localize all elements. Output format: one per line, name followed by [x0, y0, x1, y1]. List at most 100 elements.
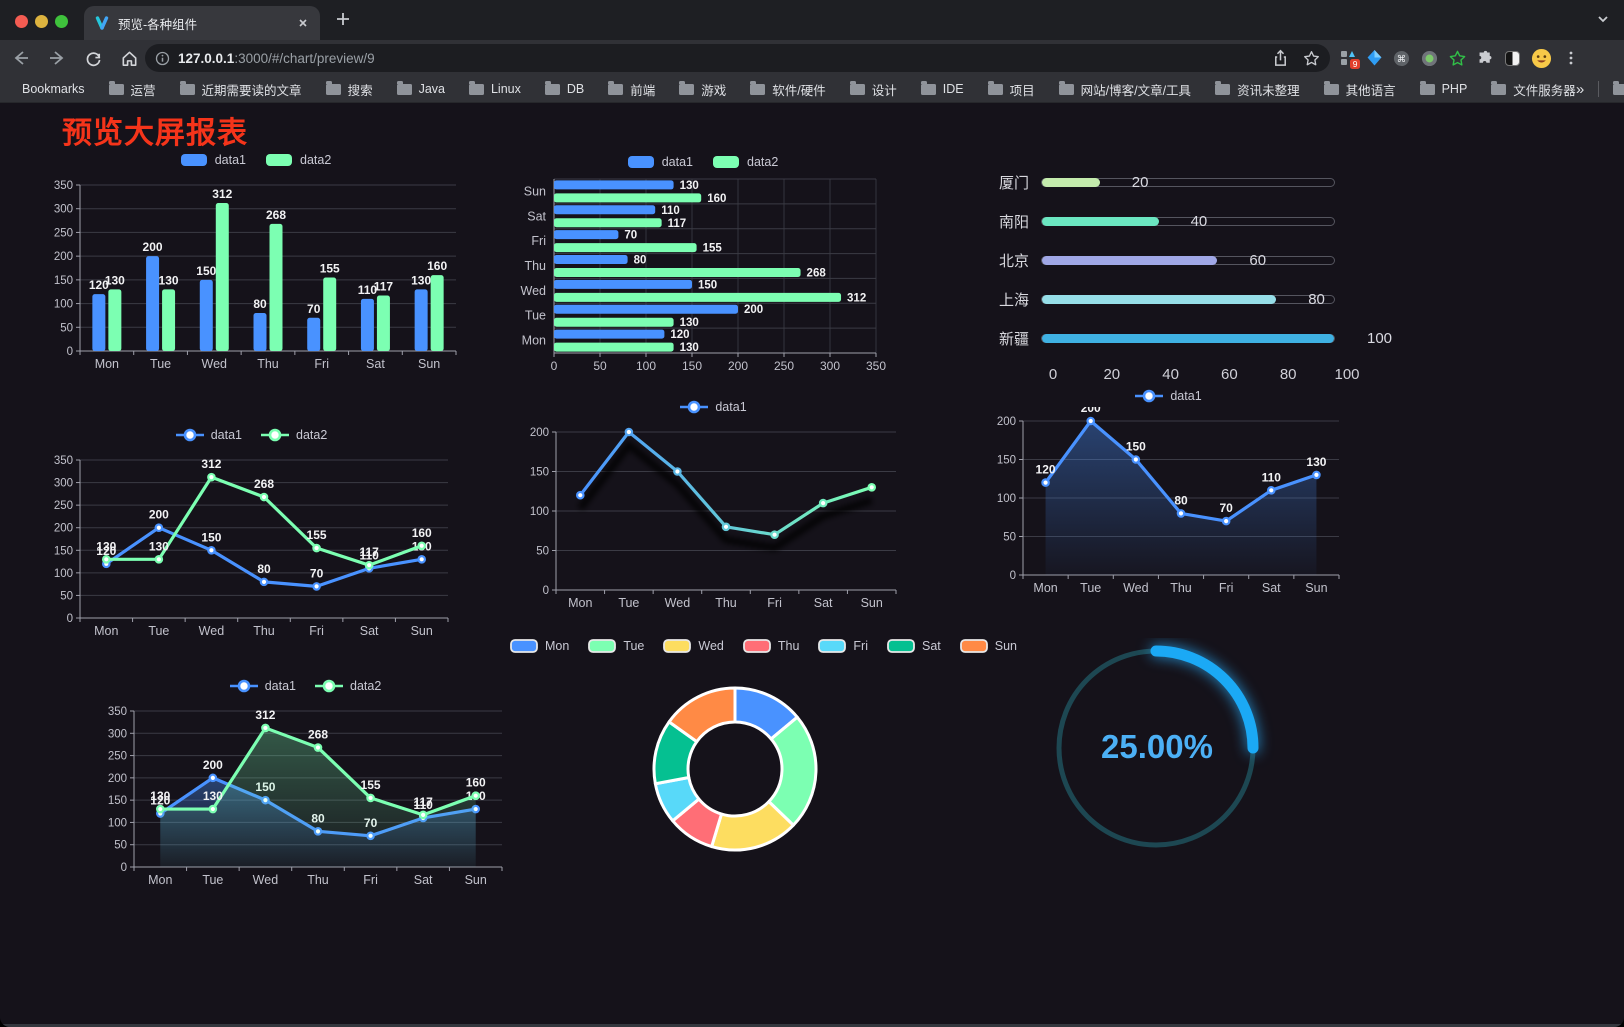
browser-menu-button[interactable] — [1563, 50, 1579, 66]
bookmark-folder[interactable]: 网站/博客/文章/工具 — [1058, 80, 1191, 99]
svg-text:Mon: Mon — [95, 357, 119, 371]
svg-text:150: 150 — [1126, 440, 1146, 454]
chart-legend: data1 data2 — [94, 675, 516, 697]
svg-text:Thu: Thu — [524, 259, 546, 273]
legend-item[interactable]: data1 — [1134, 389, 1202, 403]
legend-item[interactable]: Tue — [587, 639, 644, 653]
bookmark-folder[interactable]: 软件/硬件 — [750, 80, 826, 99]
svg-text:268: 268 — [308, 728, 328, 742]
legend-swatch-icon — [742, 639, 771, 653]
bookmark-folder-label: 近期需要读的文章 — [201, 83, 302, 98]
bookmarks-separator — [1598, 81, 1600, 97]
svg-text:Fri: Fri — [1219, 581, 1234, 595]
legend-item[interactable]: data1 — [175, 428, 242, 442]
chart-canvas: 0 50 100 150 200 250 300 350 Mon Tue Wed Thu Fri Sat S… — [54, 455, 449, 638]
bookmark-star-button[interactable] — [1303, 50, 1320, 67]
svg-text:0: 0 — [1010, 570, 1016, 582]
window-minimize-button[interactable] — [35, 15, 48, 28]
progress-fill — [1042, 334, 1334, 343]
svg-text:110: 110 — [359, 548, 379, 562]
svg-text:100: 100 — [54, 299, 73, 311]
forward-button[interactable] — [42, 44, 72, 72]
bookmark-folder[interactable]: 其他语言 — [1323, 80, 1396, 99]
svg-text:312: 312 — [255, 708, 275, 722]
url-bar[interactable]: 127.0.0.1:3000/#/chart/preview/9 — [145, 44, 1330, 72]
extension-command-button[interactable]: ⌘ — [1393, 50, 1410, 67]
folder-icon — [849, 80, 865, 95]
chart-canvas: 0 50 100 150 200 250 300 350 Mon Tue Wed Thu Fri Sat S… — [54, 180, 457, 371]
folder-icon — [920, 80, 936, 95]
bookmark-folder[interactable]: Linux — [468, 80, 521, 96]
other-bookmarks-folder[interactable]: 其他书签 — [1613, 80, 1624, 99]
extension-greendot-button[interactable] — [1421, 50, 1438, 67]
legend-item[interactable]: Fri — [817, 639, 868, 653]
bookmark-folder[interactable]: 文件服务器 — [1491, 80, 1576, 99]
legend-item[interactable]: data1 — [679, 400, 747, 414]
bookmark-folder[interactable]: IDE — [920, 80, 964, 96]
legend-item[interactable]: data2 — [260, 428, 327, 442]
browser-toolbar: 127.0.0.1:3000/#/chart/preview/9 9 — [0, 40, 1624, 76]
progress-track — [1041, 178, 1335, 187]
svg-text:150: 150 — [196, 264, 216, 278]
bookmark-folder[interactable]: 前端 — [608, 80, 655, 99]
legend-label: data2 — [300, 153, 332, 167]
bookmark-folder[interactable]: Java — [396, 80, 445, 96]
back-button[interactable] — [6, 44, 36, 72]
window-close-button[interactable] — [15, 15, 28, 28]
svg-text:Sun: Sun — [861, 596, 883, 610]
legend-item[interactable]: Sun — [959, 639, 1017, 653]
legend-item[interactable]: data1 — [229, 679, 296, 693]
legend-swatch-icon — [588, 639, 617, 653]
bookmark-folder-label: 游戏 — [701, 83, 727, 98]
extension-evernote-button[interactable] — [1449, 50, 1466, 67]
svg-text:Wed: Wed — [665, 596, 691, 610]
svg-text:150: 150 — [54, 545, 73, 557]
legend-item[interactable]: data2 — [314, 679, 381, 693]
bookmark-folder[interactable]: DB — [544, 80, 584, 96]
extensions-puzzle-button[interactable] — [1477, 50, 1494, 67]
bookmark-folder-label: 搜索 — [347, 83, 373, 98]
bookmark-folder[interactable]: 资讯未整理 — [1215, 80, 1300, 99]
bookmarks-overflow-chevron[interactable]: » — [1575, 80, 1585, 98]
chart-canvas: 0 50 100 150 200 250 300 350 Mon Tue Wed Thu Fri Sat S… — [108, 706, 503, 887]
bookmark-folder[interactable]: 设计 — [849, 80, 897, 99]
chart-pie: Mon Tue Wed Thu Fri Sat Sun — [510, 635, 1017, 891]
legend-item[interactable]: data2 — [264, 153, 331, 167]
bookmark-folder[interactable]: 项目 — [987, 80, 1035, 99]
new-tab-button[interactable] — [334, 10, 352, 28]
svg-text:50: 50 — [114, 840, 127, 852]
squares-extension-icon — [1341, 51, 1355, 65]
share-button[interactable] — [1272, 49, 1289, 67]
legend-item[interactable]: data1 — [626, 155, 693, 169]
svg-text:200: 200 — [108, 773, 127, 785]
profile-avatar-button[interactable] — [1531, 48, 1552, 69]
bookmark-folder[interactable]: 近期需要读的文章 — [179, 80, 302, 99]
bookmark-folder[interactable]: PHP — [1419, 80, 1467, 96]
svg-text:150: 150 — [997, 455, 1016, 467]
extension-kite-button[interactable] — [1367, 50, 1382, 66]
legend-item[interactable]: data2 — [711, 155, 778, 169]
legend-item[interactable]: data1 — [179, 153, 246, 167]
bookmark-folder[interactable]: 游戏 — [679, 80, 726, 99]
tab-close-icon[interactable] — [296, 16, 310, 30]
legend-item[interactable]: Thu — [742, 639, 800, 653]
legend-label: Thu — [777, 639, 800, 653]
extension-darkmode-button[interactable] — [1505, 50, 1520, 66]
chart-line: data1 0 50 100 150 200 Mon Tue Wed Thu Fri Sat Sun 12… — [983, 385, 1353, 601]
window-maximize-button[interactable] — [55, 15, 68, 28]
svg-text:312: 312 — [847, 292, 866, 304]
legend-item[interactable]: Sat — [886, 639, 941, 653]
legend-item[interactable]: Wed — [662, 639, 724, 653]
browser-tab[interactable]: 预览-各种组件 — [84, 6, 320, 40]
reload-button[interactable] — [78, 44, 108, 72]
legend-item[interactable]: Mon — [509, 639, 569, 653]
svg-text:130: 130 — [411, 273, 431, 287]
bookmark-folder[interactable]: 搜索 — [325, 80, 373, 99]
tab-search-button[interactable] — [1596, 12, 1610, 26]
bookmark-folder[interactable]: 运营 — [108, 80, 156, 99]
home-button[interactable] — [114, 44, 144, 72]
extension-workona-button[interactable]: 9 — [1340, 50, 1360, 69]
extension-badge: 9 — [1350, 59, 1360, 69]
site-info-icon[interactable] — [155, 51, 170, 66]
chart-gauge: 25.00% — [1038, 638, 1276, 878]
